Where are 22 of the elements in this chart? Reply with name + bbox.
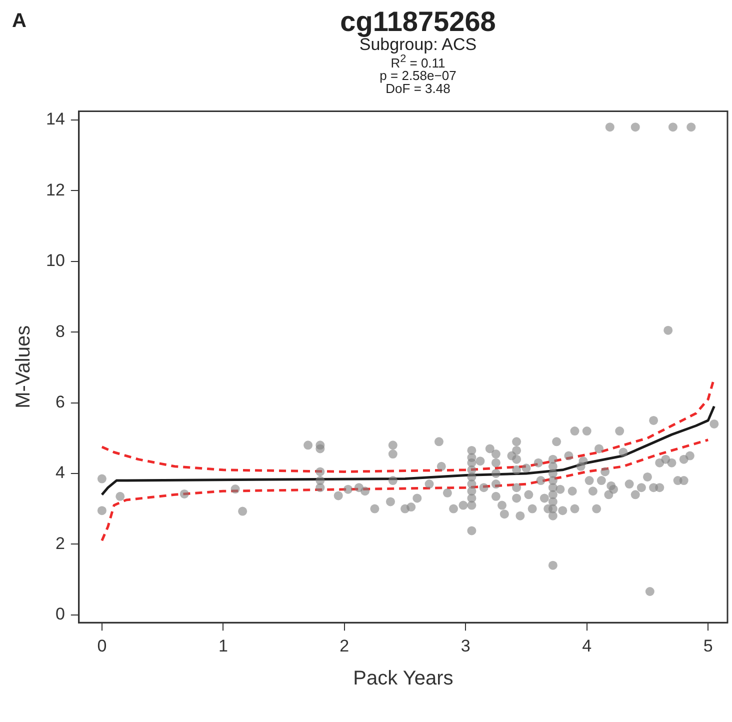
x-tick-label: 5 xyxy=(703,636,713,656)
x-tick-label: 2 xyxy=(340,636,350,656)
x-tick-label: 4 xyxy=(582,636,592,656)
chart-title: cg11875268 xyxy=(339,6,497,37)
x-tick-label: 1 xyxy=(218,636,228,656)
y-axis-title: M-Values xyxy=(12,326,35,409)
y-tick-label: 8 xyxy=(55,322,65,342)
line-series xyxy=(100,438,710,542)
y-tick-label: 4 xyxy=(55,463,65,482)
text: DoF = 3.48 xyxy=(386,81,452,96)
text: p = 2.58e−07 xyxy=(378,68,458,84)
y-tick-label: 12 xyxy=(46,180,65,200)
y-tick-label: 6 xyxy=(55,392,65,412)
x-axis-title: Pack Years xyxy=(353,668,454,690)
x-tick-label: 3 xyxy=(460,636,470,656)
y-tick-label: 0 xyxy=(55,604,65,624)
y-tick-label: 10 xyxy=(46,251,65,270)
y-tick-label: 14 xyxy=(46,110,65,130)
text: R$^{2}$ = 0.11 xyxy=(390,53,446,70)
x-tick-label: 0 xyxy=(97,636,107,656)
y-tick-label: 2 xyxy=(55,534,65,554)
text: A xyxy=(12,10,26,33)
